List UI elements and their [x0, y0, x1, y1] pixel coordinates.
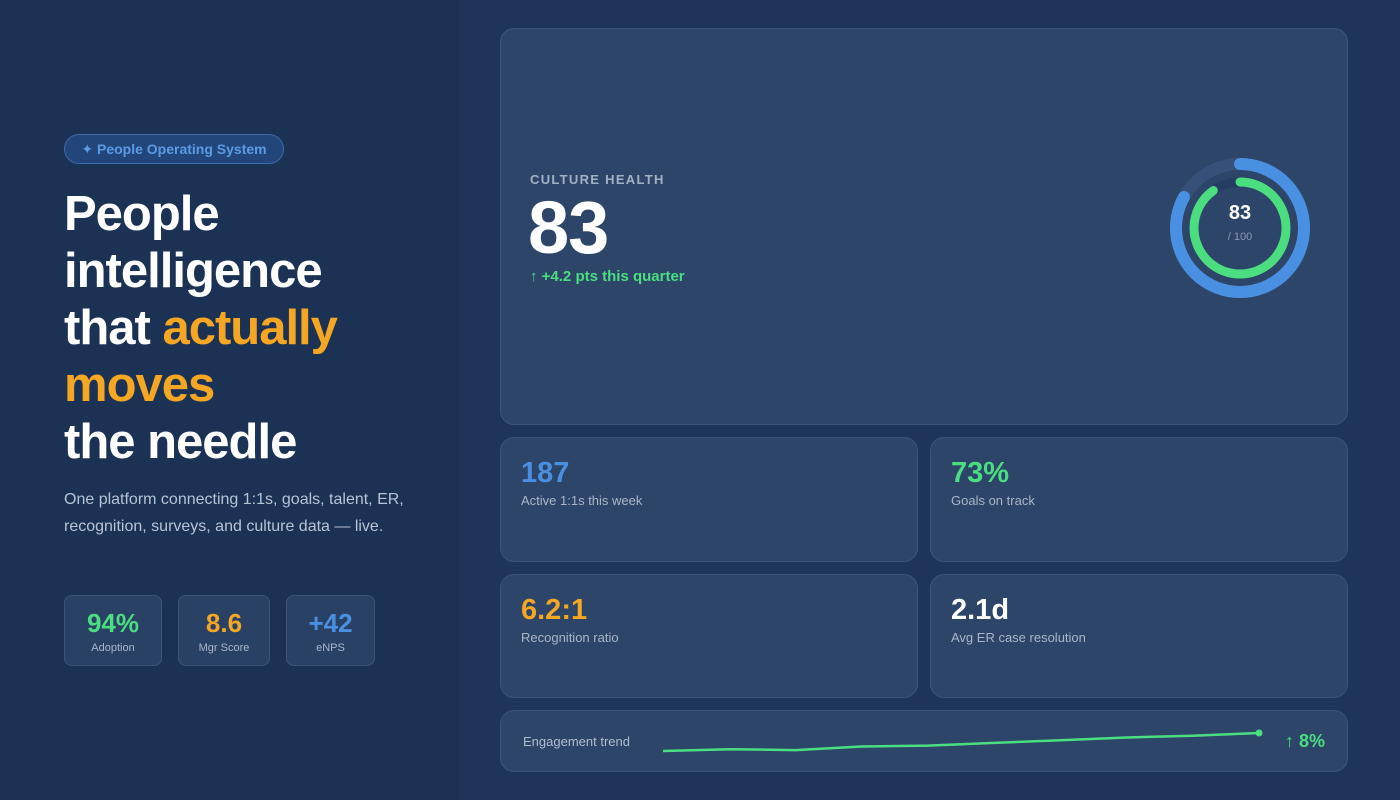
- engagement-trend-card[interactable]: Engagement trend ↑ 8%: [500, 710, 1348, 772]
- mini-stat-enps: +42 eNPS: [286, 595, 375, 666]
- headline-line: the needle: [64, 415, 297, 469]
- engagement-sparkline: [662, 729, 1263, 753]
- headline-highlight: moves: [64, 358, 215, 412]
- engagement-trend-label: Engagement trend: [523, 734, 630, 749]
- headline-text: that: [64, 301, 163, 355]
- stat-card-recognition-ratio[interactable]: 6.2:1 Recognition ratio: [500, 574, 918, 698]
- headline: People intelligence that actually moves …: [64, 186, 454, 471]
- stat-card-goals-on-track[interactable]: 73% Goals on track: [930, 437, 1348, 562]
- stat-value: 6.2:1: [521, 594, 588, 626]
- mini-stat-label: Mgr Score: [198, 641, 250, 654]
- headline-line: that actually: [64, 300, 454, 357]
- stat-label: Goals on track: [951, 493, 1035, 508]
- sparkline-endpoint: [1255, 729, 1263, 737]
- mini-stat-value: 8.6: [205, 607, 243, 638]
- stat-value: 2.1d: [951, 594, 1010, 626]
- engagement-change: ↑ 8%: [1284, 731, 1325, 751]
- gauge-outer-arc: [1170, 158, 1310, 298]
- gauge-value: 83: [1228, 202, 1252, 224]
- subtitle: One platform connecting 1:1s, goals, tal…: [64, 491, 404, 535]
- product-badge: ✦ People Operating System: [64, 134, 284, 164]
- gauge-inner-arc: [1189, 177, 1291, 279]
- mini-stat-adoption: 94% Adoption: [64, 595, 162, 666]
- headline-line: People: [64, 187, 220, 241]
- mini-stat-value: +42: [308, 607, 353, 638]
- culture-health-score: 83: [528, 186, 609, 269]
- badge-label: ✦ People Operating System: [81, 140, 267, 157]
- headline-line: intelligence: [64, 244, 323, 298]
- culture-health-card[interactable]: CULTURE HEALTH 83 ↑ +4.2 pts this quarte…: [500, 28, 1348, 425]
- culture-health-label: CULTURE HEALTH: [530, 172, 665, 187]
- stat-label: Avg ER case resolution: [951, 630, 1086, 645]
- gauge-svg: [1170, 158, 1310, 298]
- sparkline-path: [662, 731, 1260, 753]
- stat-card-active-1on1s[interactable]: 187 Active 1:1s this week: [500, 437, 918, 562]
- stat-card-er-resolution[interactable]: 2.1d Avg ER case resolution: [930, 574, 1348, 698]
- culture-health-gauge: 83 / 100: [1166, 154, 1314, 302]
- stat-value: 73%: [951, 457, 1010, 489]
- mini-stat-value: 94%: [86, 607, 140, 638]
- gauge-max: / 100: [1227, 231, 1253, 243]
- mini-stat-label: eNPS: [316, 641, 345, 654]
- stat-value: 187: [521, 457, 570, 489]
- left-panel: ✦ People Operating System People intelli…: [0, 0, 459, 800]
- headline-highlight: actually: [162, 301, 337, 355]
- culture-health-delta: ↑ +4.2 pts this quarter: [530, 268, 685, 285]
- mini-stat-label: Adoption: [91, 641, 135, 654]
- stat-label: Recognition ratio: [521, 630, 619, 645]
- mini-stat-mgr-score: 8.6 Mgr Score: [178, 595, 270, 666]
- stat-label: Active 1:1s this week: [521, 493, 643, 508]
